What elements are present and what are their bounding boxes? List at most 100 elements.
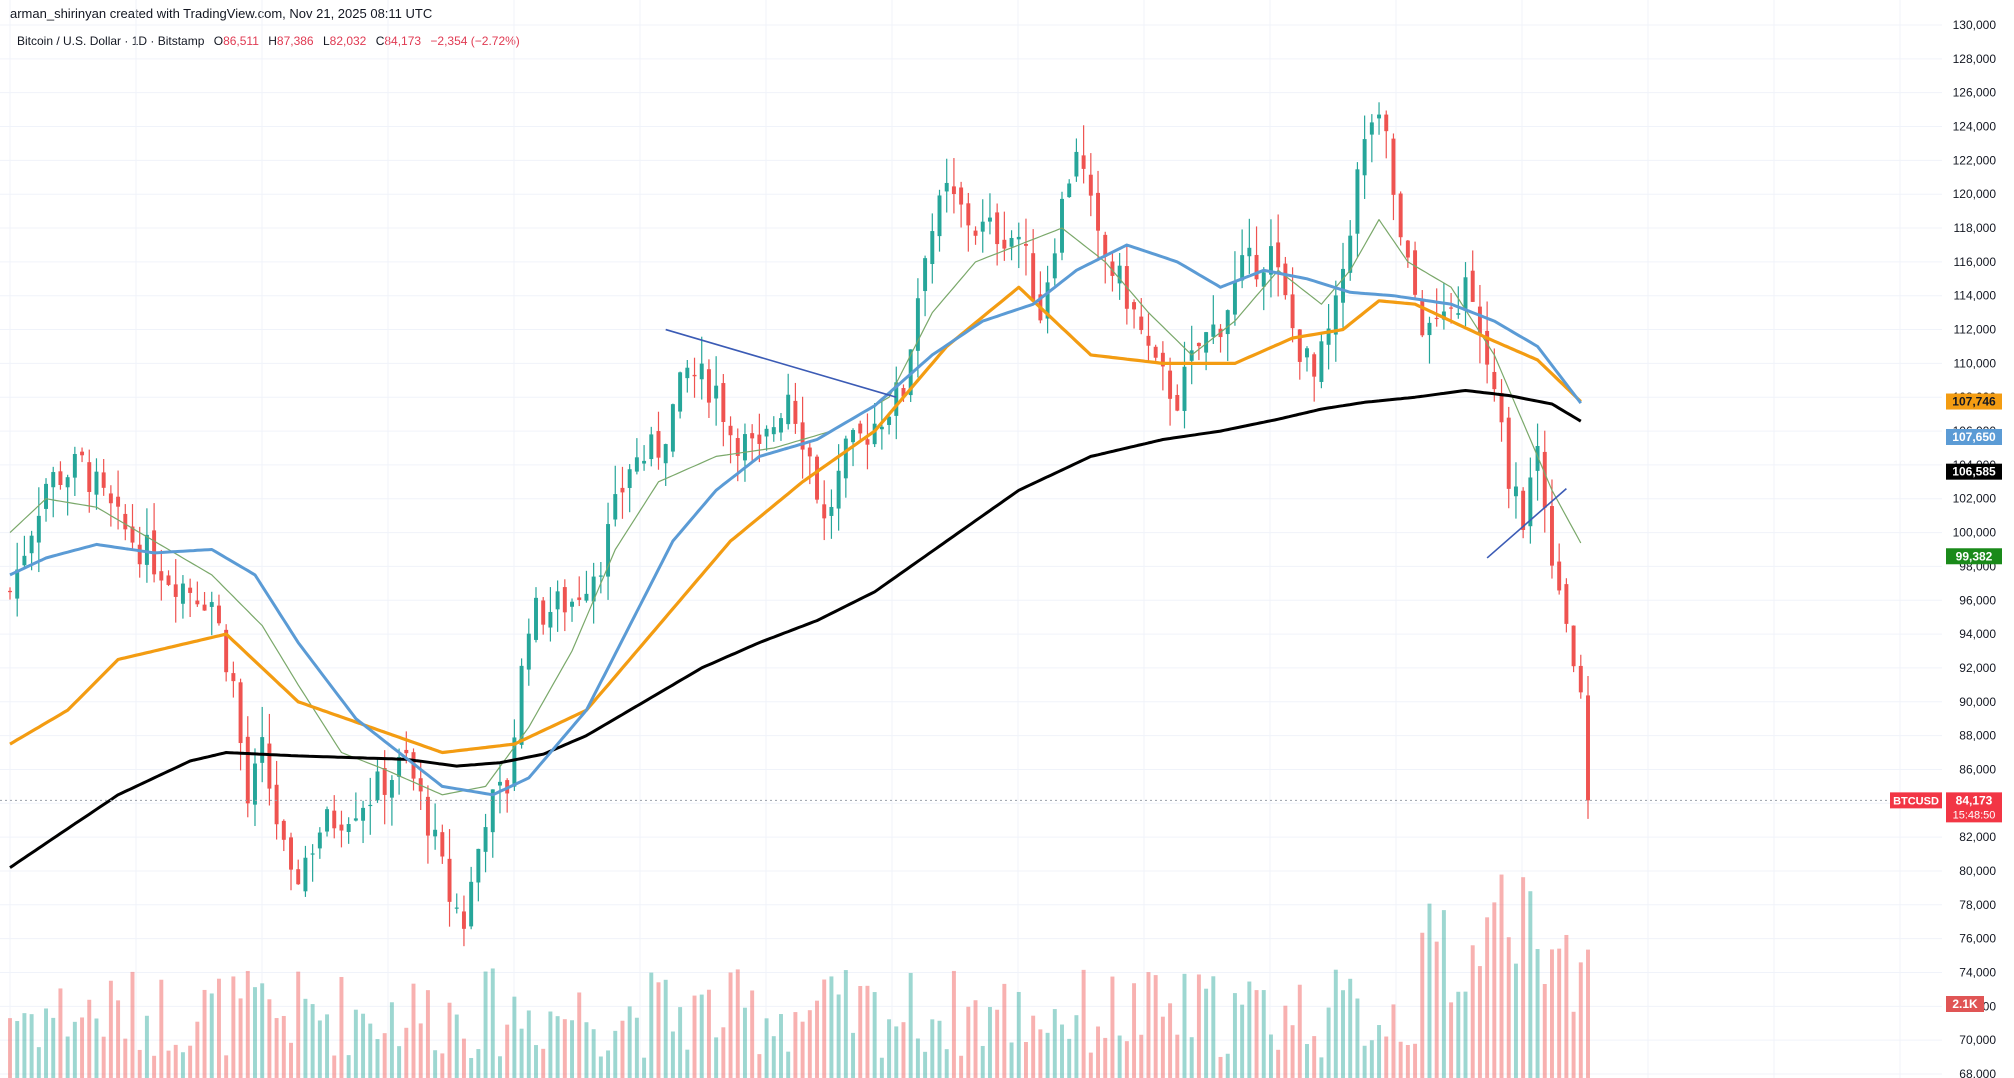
candle-body — [1175, 394, 1180, 411]
volume-bar — [944, 1049, 949, 1078]
candle-body — [1348, 235, 1353, 273]
volume-bar — [1513, 963, 1518, 1078]
volume-bar — [1189, 1037, 1194, 1078]
candle-body — [987, 217, 992, 222]
axis-tick-label: 74,000 — [1959, 965, 1996, 979]
close-value: 84,173 — [384, 34, 422, 48]
candle-body — [1492, 371, 1497, 390]
candle-body — [29, 535, 34, 554]
candle-body — [1204, 332, 1209, 353]
candle-body — [490, 789, 495, 833]
countdown-label: 15:48:50 — [1953, 809, 1996, 821]
volume-bar — [1110, 976, 1115, 1078]
volume-bar — [1247, 981, 1252, 1078]
volume-bar — [1470, 945, 1475, 1078]
volume-bar — [1218, 1056, 1223, 1078]
candle-body — [1052, 253, 1057, 279]
volume-bar — [1564, 934, 1569, 1078]
candle-body — [591, 576, 596, 602]
candle-body — [1477, 306, 1482, 336]
candle-body — [670, 404, 675, 452]
candle-body — [548, 611, 553, 628]
volume-bar — [325, 1014, 330, 1078]
label-ma-orange-bg — [1946, 393, 2002, 410]
ma-black-line — [9, 389, 1582, 869]
candle-body — [519, 665, 524, 745]
volume-bar — [656, 982, 661, 1078]
price-axis: 130,000 128,000 126,000 124,000 122,000 120,0… — [1953, 18, 1997, 1078]
volume-bar — [678, 1007, 683, 1078]
candle-body — [1240, 255, 1245, 281]
candle-body — [22, 555, 27, 566]
volume-bar — [1441, 910, 1446, 1078]
volume-bar — [87, 999, 92, 1078]
volume-bar — [36, 1047, 41, 1078]
volume-bar — [1016, 991, 1021, 1078]
candle-body — [627, 469, 632, 488]
candle-body — [1499, 392, 1504, 423]
candle-body — [1211, 324, 1216, 337]
volume-bar — [1240, 1004, 1245, 1078]
volume-bar — [1427, 903, 1432, 1078]
volume-bar — [94, 1018, 99, 1078]
volume-bar — [779, 1014, 783, 1078]
candle-body — [447, 858, 452, 902]
volume-bar — [1168, 1003, 1173, 1078]
volume-bar — [224, 1055, 229, 1078]
volume-bar — [1232, 993, 1237, 1078]
candle-body — [1377, 114, 1382, 119]
volume-bar — [1492, 902, 1497, 1078]
candle-body — [1160, 352, 1165, 367]
axis-tick-label: 76,000 — [1959, 932, 1996, 946]
candle-body — [606, 524, 611, 577]
volume-bar — [548, 1011, 553, 1078]
candle-body — [620, 487, 625, 493]
volume-bar — [620, 1020, 625, 1078]
axis-tick-label: 92,000 — [1959, 661, 1996, 675]
volume-bar — [461, 1038, 466, 1078]
volume-bar — [202, 989, 207, 1078]
candle-body — [1074, 151, 1079, 177]
volume-bar — [238, 998, 243, 1078]
candle-body — [361, 807, 366, 821]
volume-bar — [728, 972, 733, 1078]
ma-green-line — [9, 219, 1582, 796]
candle-body — [281, 820, 286, 840]
candle-body — [1225, 310, 1230, 335]
volume-bar — [1031, 1015, 1036, 1078]
candle-body — [966, 203, 971, 226]
volume-bar — [397, 1046, 402, 1078]
label-ma-black-bg — [1946, 463, 2002, 480]
grid-lines — [0, 0, 1942, 1078]
ma-orange-line — [9, 285, 1582, 755]
candle-body — [382, 768, 387, 795]
volume-bar — [29, 1014, 34, 1078]
candle-body — [101, 472, 106, 488]
candle-body — [180, 583, 185, 604]
candle-body — [224, 629, 229, 673]
axis-tick-label: 128,000 — [1953, 52, 1997, 66]
volume-bar — [375, 1039, 380, 1078]
label-ma-green-bg — [1946, 548, 2002, 565]
volume-bar — [65, 1036, 70, 1078]
candle-body — [483, 827, 488, 852]
volume-bar — [980, 1045, 985, 1078]
volume-bar — [793, 1012, 798, 1078]
volume-bar — [1196, 974, 1201, 1078]
candle-body — [915, 298, 920, 351]
volume-bar — [562, 1019, 567, 1078]
high-value: 87,386 — [276, 34, 314, 48]
volume-bar — [411, 983, 416, 1078]
candle-body — [1168, 370, 1173, 399]
volume-bar — [253, 987, 257, 1078]
candle-body — [800, 422, 805, 450]
volume-bar — [865, 985, 870, 1078]
candle-body — [541, 600, 546, 625]
open-value: 86,511 — [223, 34, 259, 48]
volume-bar — [1485, 917, 1490, 1078]
price-labels: 107,746 107,650 106,585 99,382 BTCUSD 84,173 1… — [1890, 393, 2002, 1012]
candle-body — [87, 462, 92, 493]
symbol-tag: BTCUSD — [1893, 795, 1939, 807]
volume-bar — [339, 976, 344, 1078]
